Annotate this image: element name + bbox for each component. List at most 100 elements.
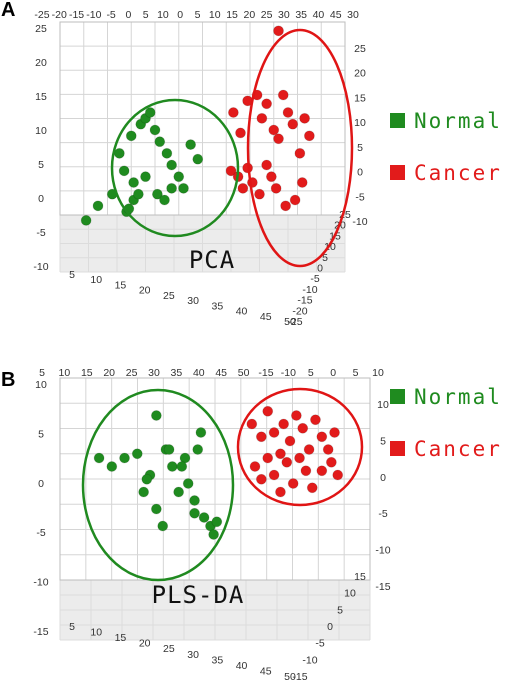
- b-normal-sample-point: [131, 448, 143, 460]
- b-cancer-sample-point: [284, 435, 296, 447]
- a-left-tick-label: 10: [35, 125, 47, 137]
- a-depth-tick-label: -5: [310, 273, 319, 285]
- b-front-tick-label: 35: [211, 654, 223, 666]
- a-right-tick-label: -10: [352, 216, 367, 228]
- b-right-tick-label: 5: [380, 435, 386, 447]
- b-front-tick-label: 50: [284, 671, 296, 683]
- a-depth-tick-label: 5: [322, 252, 328, 264]
- b-cancer-sample-point: [322, 444, 334, 455]
- a-cancer-sample-point: [227, 107, 239, 118]
- a-cancer-sample-point: [235, 127, 246, 139]
- b-normal-sample-point: [150, 503, 162, 515]
- b-left-tick-label: -10: [33, 577, 48, 589]
- a-method-label: PCA: [189, 246, 235, 274]
- b-cancer-sample-point: [316, 431, 328, 443]
- a-front-tick-label: 30: [187, 295, 199, 307]
- a-top-tick-label: 40: [313, 9, 325, 21]
- a-cancer-sample-point: [237, 182, 249, 194]
- a-front-tick-label: 25: [163, 290, 175, 302]
- b-right-tick-label: -5: [378, 508, 387, 520]
- a-cancer-sample-point: [268, 124, 280, 136]
- a-front-tick-label: 20: [139, 285, 151, 297]
- b-front-tick-label: 40: [236, 660, 248, 672]
- a-top-tick-label: -10: [86, 9, 101, 21]
- b-left-tick-label: -15: [33, 626, 48, 638]
- a-cancer-sample-point: [280, 200, 292, 212]
- a-cancer-sample-point: [282, 107, 294, 118]
- b-top-tick-label: 45: [215, 367, 227, 379]
- b-cancer-sample-point: [310, 414, 321, 426]
- a-top-tick-label: 5: [195, 9, 201, 21]
- a-legend-label-normal: Normal: [414, 109, 502, 133]
- a-left-tick-label: -5: [36, 227, 45, 239]
- a-depth-tick-label: 0: [317, 263, 323, 275]
- a-normal-sample-point: [161, 147, 173, 159]
- a-normal-sample-point: [173, 171, 185, 183]
- b-cancer-sample-point: [300, 465, 312, 477]
- b-cancer-sample-point: [268, 427, 280, 438]
- a-front-tick-label: 5: [69, 269, 75, 281]
- b-cancer-sample-point: [262, 452, 274, 464]
- panel-a-pca-plot: -25 -20 -15 -10 -5 0 5 10 0 5 10 15 20 25 30 35 40 45 3025…: [33, 9, 502, 328]
- a-top-tick-label: 5: [143, 9, 149, 21]
- a-top-tick-label: 25: [261, 9, 273, 21]
- b-cancer-sample-point: [281, 456, 293, 468]
- b-cancer-sample-point: [246, 418, 258, 430]
- a-cancer-sample-point: [256, 112, 268, 124]
- a-right-tick-label: 10: [354, 117, 366, 129]
- a-normal-sample-point: [154, 136, 166, 148]
- b-cancer-sample-point: [303, 444, 315, 455]
- b-cancer-sample-point: [306, 482, 318, 494]
- b-top-tick-label: 0: [330, 367, 336, 379]
- b-depth-tick-label: 15: [354, 571, 366, 583]
- b-normal-sample-point: [195, 427, 207, 438]
- b-normal-sample-point: [173, 486, 185, 498]
- b-front-tick-label: 30: [187, 649, 199, 661]
- b-normal-sample-point: [150, 410, 162, 421]
- b-top-tick-label: 5: [39, 367, 45, 379]
- b-cancer-sample-point: [290, 410, 302, 421]
- b-normal-sample-point: [119, 452, 130, 464]
- b-top-tick-label: 40: [193, 367, 205, 379]
- a-cancer-sample-point: [287, 118, 299, 130]
- a-right-tick-label: 20: [354, 68, 366, 80]
- a-front-tick-label: 15: [115, 279, 127, 291]
- b-cancer-sample-point: [332, 469, 344, 481]
- b-top-tick-label: 5: [308, 367, 314, 379]
- a-top-tick-label: -15: [69, 9, 84, 21]
- b-cancer-sample-point: [249, 461, 261, 472]
- a-normal-sample-point: [125, 130, 137, 142]
- b-normal-sample-point: [176, 461, 188, 472]
- b-front-tick-label: 15: [115, 632, 127, 644]
- b-top-tick-label: 35: [171, 367, 183, 379]
- a-normal-sample-point: [159, 194, 170, 206]
- a-depth-tick-label: -20: [292, 305, 307, 317]
- b-cancer-sample-point: [275, 486, 286, 498]
- a-legend-swatch-cancer: [390, 165, 405, 180]
- a-left-tick-label: -10: [33, 261, 48, 273]
- b-cancer-sample-point: [255, 431, 267, 443]
- a-left-tick-label: 20: [35, 57, 47, 69]
- b-cancer-sample-point: [316, 465, 328, 477]
- b-normal-sample-point: [138, 486, 150, 498]
- b-left-tick-label: 10: [35, 379, 47, 391]
- b-normal-sample-point: [211, 516, 223, 528]
- a-cancer-sample-point: [273, 133, 284, 145]
- a-normal-sample-point: [149, 124, 161, 136]
- a-top-tick-label: 45: [330, 9, 342, 21]
- a-front-tick-label: 10: [90, 274, 102, 286]
- a-cancer-sample-point: [277, 89, 289, 101]
- b-top-tick-label: 20: [103, 367, 115, 379]
- a-top-tick-label: 35: [295, 9, 307, 21]
- b-cancer-sample-point: [287, 478, 299, 489]
- a-left-tick-label: 25: [35, 23, 47, 35]
- panel-label-a: A: [1, 0, 15, 21]
- a-cancer-sample-point: [265, 171, 277, 183]
- b-front-tick-label: 10: [90, 627, 102, 639]
- b-cancer-sample-point: [255, 473, 267, 485]
- a-top-tick-label: -20: [52, 9, 67, 21]
- a-top-tick-label: 15: [226, 9, 238, 21]
- b-depth-tick-label: -15: [292, 671, 307, 683]
- a-normal-sample-point: [80, 215, 92, 226]
- panel-label-b: B: [1, 369, 15, 391]
